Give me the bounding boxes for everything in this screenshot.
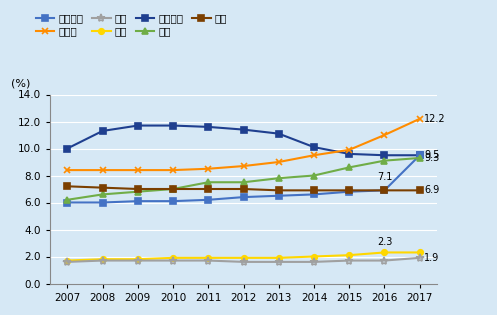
Line: 日本: 日本 bbox=[63, 254, 424, 266]
フランス bbox=[135, 199, 141, 203]
米国 bbox=[346, 188, 352, 192]
Line: ドイツ: ドイツ bbox=[64, 115, 423, 174]
米国 bbox=[64, 184, 70, 188]
ドイツ bbox=[205, 167, 211, 171]
Line: フランス: フランス bbox=[65, 152, 422, 205]
日本 bbox=[417, 256, 423, 260]
米国 bbox=[276, 188, 282, 192]
英国 bbox=[205, 180, 211, 184]
英国 bbox=[64, 198, 70, 202]
スペイン bbox=[99, 129, 105, 133]
スペイン bbox=[64, 146, 70, 150]
スペイン bbox=[276, 132, 282, 135]
日本 bbox=[346, 259, 352, 262]
韓国 bbox=[170, 256, 176, 260]
英国 bbox=[135, 190, 141, 194]
Text: 2.3: 2.3 bbox=[377, 237, 392, 247]
ドイツ bbox=[64, 168, 70, 172]
スペイン bbox=[241, 128, 247, 131]
Line: スペイン: スペイン bbox=[65, 123, 422, 158]
日本 bbox=[170, 259, 176, 262]
フランス bbox=[382, 188, 388, 192]
韓国 bbox=[382, 250, 388, 254]
スペイン bbox=[170, 124, 176, 128]
韓国 bbox=[241, 256, 247, 260]
英国 bbox=[382, 159, 388, 163]
日本 bbox=[382, 259, 388, 262]
日本 bbox=[241, 260, 247, 264]
日本 bbox=[205, 259, 211, 262]
ドイツ bbox=[99, 168, 105, 172]
英国 bbox=[311, 174, 317, 177]
英国 bbox=[276, 176, 282, 180]
Text: 6.9: 6.9 bbox=[424, 185, 439, 195]
韓国 bbox=[276, 256, 282, 260]
ドイツ bbox=[135, 168, 141, 172]
米国 bbox=[382, 188, 388, 192]
フランス bbox=[99, 201, 105, 204]
米国 bbox=[311, 188, 317, 192]
スペイン bbox=[417, 153, 423, 157]
韓国 bbox=[64, 259, 70, 262]
ドイツ bbox=[346, 148, 352, 152]
英国 bbox=[417, 156, 423, 160]
韓国 bbox=[417, 250, 423, 254]
スペイン bbox=[382, 153, 388, 157]
Line: 英国: 英国 bbox=[65, 155, 422, 203]
ドイツ bbox=[241, 164, 247, 168]
日本 bbox=[135, 259, 141, 262]
フランス bbox=[205, 198, 211, 202]
ドイツ bbox=[382, 133, 388, 137]
Text: 7.1: 7.1 bbox=[377, 172, 392, 182]
英国 bbox=[170, 187, 176, 191]
フランス bbox=[64, 201, 70, 204]
米国 bbox=[135, 187, 141, 191]
ドイツ bbox=[311, 153, 317, 157]
Line: 韓国: 韓国 bbox=[65, 250, 422, 263]
フランス bbox=[170, 199, 176, 203]
日本 bbox=[64, 260, 70, 264]
フランス bbox=[417, 153, 423, 157]
スペイン bbox=[135, 124, 141, 128]
米国 bbox=[241, 187, 247, 191]
フランス bbox=[241, 195, 247, 199]
日本 bbox=[311, 260, 317, 264]
英国 bbox=[99, 192, 105, 196]
フランス bbox=[276, 194, 282, 198]
Text: 9.5: 9.5 bbox=[424, 150, 439, 160]
Text: 12.2: 12.2 bbox=[424, 114, 445, 124]
英国 bbox=[346, 165, 352, 169]
ドイツ bbox=[417, 117, 423, 121]
韓国 bbox=[346, 253, 352, 257]
韓国 bbox=[205, 256, 211, 260]
韓国 bbox=[311, 255, 317, 258]
韓国 bbox=[99, 257, 105, 261]
Text: 9.3: 9.3 bbox=[424, 153, 439, 163]
米国 bbox=[99, 186, 105, 190]
フランス bbox=[346, 190, 352, 194]
韓国 bbox=[135, 257, 141, 261]
スペイン bbox=[346, 152, 352, 156]
Text: (%): (%) bbox=[11, 79, 30, 89]
Line: 米国: 米国 bbox=[65, 184, 422, 193]
米国 bbox=[170, 187, 176, 191]
日本 bbox=[276, 260, 282, 264]
Legend: フランス, ドイツ, 日本, 韓国, スペイン, 英国, 米国: フランス, ドイツ, 日本, 韓国, スペイン, 英国, 米国 bbox=[35, 13, 227, 36]
米国 bbox=[417, 188, 423, 192]
米国 bbox=[205, 187, 211, 191]
ドイツ bbox=[276, 160, 282, 164]
フランス bbox=[311, 192, 317, 196]
スペイン bbox=[205, 125, 211, 129]
ドイツ bbox=[170, 168, 176, 172]
英国 bbox=[241, 180, 247, 184]
日本 bbox=[99, 259, 105, 262]
スペイン bbox=[311, 145, 317, 149]
Text: 1.9: 1.9 bbox=[424, 253, 439, 263]
